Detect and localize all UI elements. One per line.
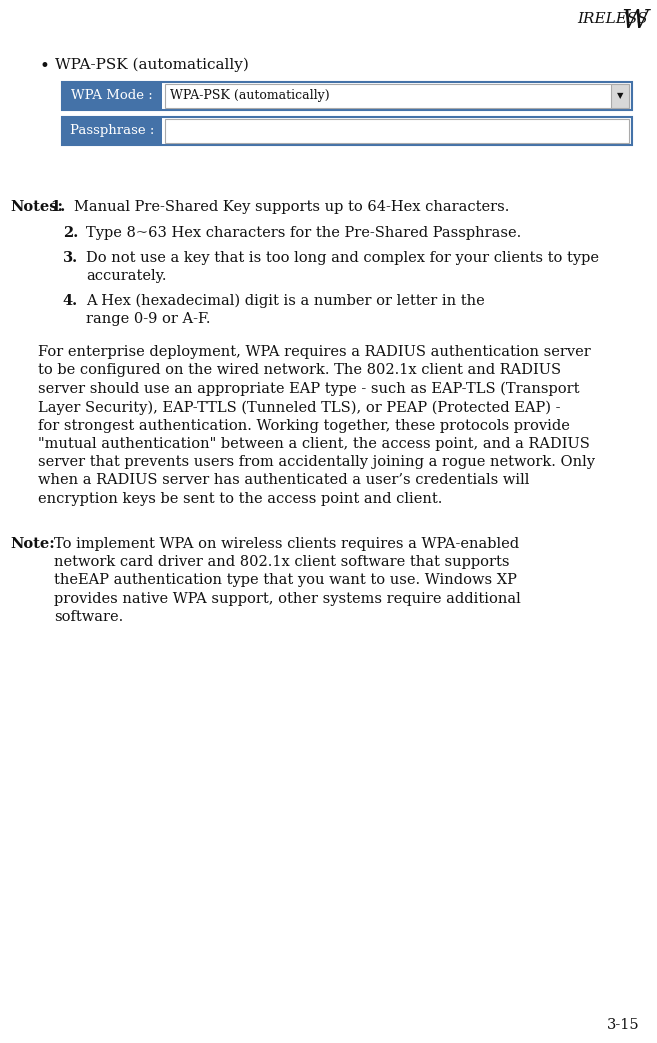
Text: To implement WPA on wireless clients requires a WPA-enabled
network card driver : To implement WPA on wireless clients req…: [54, 537, 521, 624]
Text: IRELESS: IRELESS: [578, 13, 648, 26]
Text: Manual Pre-Shared Key supports up to 64-Hex characters.: Manual Pre-Shared Key supports up to 64-…: [74, 200, 509, 214]
Text: WPA-PSK (automatically): WPA-PSK (automatically): [170, 90, 330, 102]
Text: Do not use a key that is too long and complex for your clients to type
accuratel: Do not use a key that is too long and co…: [86, 251, 599, 283]
Text: Note:: Note:: [10, 537, 55, 551]
Bar: [62, 117, 162, 145]
Text: WPA Mode :: WPA Mode :: [71, 90, 153, 102]
Text: 1.: 1.: [51, 200, 66, 214]
Text: W: W: [621, 8, 648, 33]
Text: 2.: 2.: [63, 226, 78, 240]
Bar: [62, 82, 162, 110]
Text: WPA-PSK (automatically): WPA-PSK (automatically): [55, 58, 249, 72]
Text: •: •: [40, 58, 50, 75]
Bar: [62, 117, 632, 145]
Text: A Hex (hexadecimal) digit is a number or letter in the
range 0-9 or A-F.: A Hex (hexadecimal) digit is a number or…: [86, 294, 485, 326]
Text: Passphrase :: Passphrase :: [70, 124, 154, 138]
Bar: [62, 82, 632, 110]
Bar: [165, 84, 629, 108]
Text: 4.: 4.: [63, 294, 78, 308]
Text: ▼: ▼: [617, 92, 623, 100]
Text: 3-15: 3-15: [607, 1018, 640, 1032]
Bar: [165, 119, 629, 143]
Text: 3.: 3.: [63, 251, 78, 265]
Bar: [611, 84, 629, 108]
Text: Notes:: Notes:: [10, 200, 63, 214]
Text: Type 8~63 Hex characters for the Pre-Shared Passphrase.: Type 8~63 Hex characters for the Pre-Sha…: [86, 226, 521, 240]
Text: For enterprise deployment, WPA requires a RADIUS authentication server
to be con: For enterprise deployment, WPA requires …: [38, 345, 595, 506]
